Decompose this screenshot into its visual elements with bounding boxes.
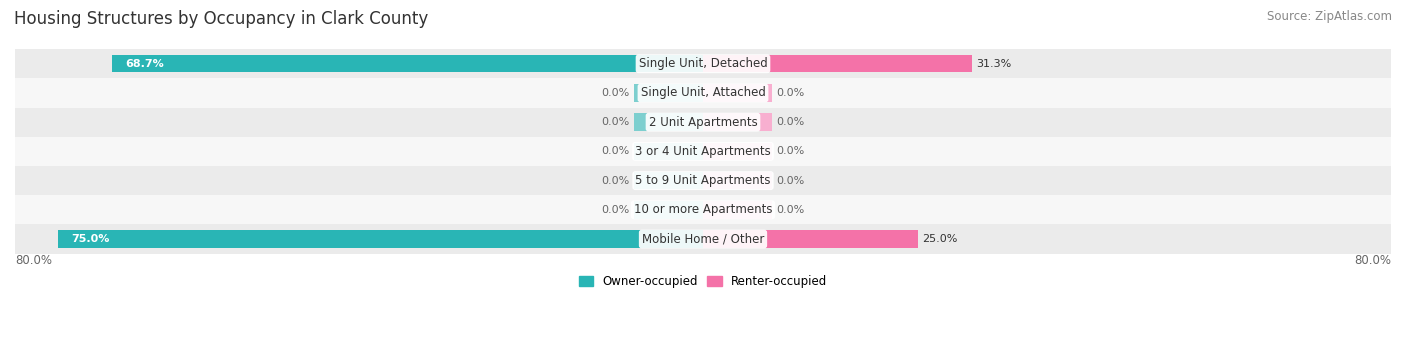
Text: 3 or 4 Unit Apartments: 3 or 4 Unit Apartments xyxy=(636,145,770,158)
Bar xyxy=(15,107,1391,137)
Bar xyxy=(15,137,1391,166)
Text: 0.0%: 0.0% xyxy=(602,88,630,98)
Text: 31.3%: 31.3% xyxy=(977,59,1012,69)
Text: 5 to 9 Unit Apartments: 5 to 9 Unit Apartments xyxy=(636,174,770,187)
Text: 80.0%: 80.0% xyxy=(15,254,52,267)
Text: 0.0%: 0.0% xyxy=(776,205,804,215)
Text: 2 Unit Apartments: 2 Unit Apartments xyxy=(648,116,758,129)
Bar xyxy=(58,230,703,248)
Text: 75.0%: 75.0% xyxy=(70,234,110,244)
Text: Housing Structures by Occupancy in Clark County: Housing Structures by Occupancy in Clark… xyxy=(14,10,429,28)
Text: Single Unit, Attached: Single Unit, Attached xyxy=(641,86,765,100)
Bar xyxy=(634,172,703,189)
Bar xyxy=(112,55,703,73)
Bar xyxy=(15,195,1391,224)
Text: Mobile Home / Other: Mobile Home / Other xyxy=(641,233,765,246)
Text: 0.0%: 0.0% xyxy=(776,176,804,186)
Text: 80.0%: 80.0% xyxy=(1354,254,1391,267)
Text: 0.0%: 0.0% xyxy=(602,176,630,186)
Bar xyxy=(703,143,772,160)
Text: Source: ZipAtlas.com: Source: ZipAtlas.com xyxy=(1267,10,1392,23)
Bar xyxy=(703,55,972,73)
Text: 68.7%: 68.7% xyxy=(125,59,165,69)
Bar xyxy=(634,84,703,102)
Bar xyxy=(634,114,703,131)
Bar xyxy=(15,224,1391,254)
Bar xyxy=(703,84,772,102)
Text: 0.0%: 0.0% xyxy=(776,88,804,98)
Bar xyxy=(15,78,1391,107)
Bar xyxy=(634,201,703,219)
Bar xyxy=(703,114,772,131)
Bar xyxy=(703,172,772,189)
Bar xyxy=(634,143,703,160)
Text: 10 or more Apartments: 10 or more Apartments xyxy=(634,203,772,216)
Text: 25.0%: 25.0% xyxy=(922,234,957,244)
Text: 0.0%: 0.0% xyxy=(602,205,630,215)
Text: Single Unit, Detached: Single Unit, Detached xyxy=(638,57,768,70)
Text: 0.0%: 0.0% xyxy=(602,117,630,127)
Bar xyxy=(703,201,772,219)
Text: 0.0%: 0.0% xyxy=(602,146,630,157)
Legend: Owner-occupied, Renter-occupied: Owner-occupied, Renter-occupied xyxy=(574,270,832,293)
Bar xyxy=(15,166,1391,195)
Bar xyxy=(15,49,1391,78)
Bar xyxy=(703,230,918,248)
Text: 0.0%: 0.0% xyxy=(776,146,804,157)
Text: 0.0%: 0.0% xyxy=(776,117,804,127)
